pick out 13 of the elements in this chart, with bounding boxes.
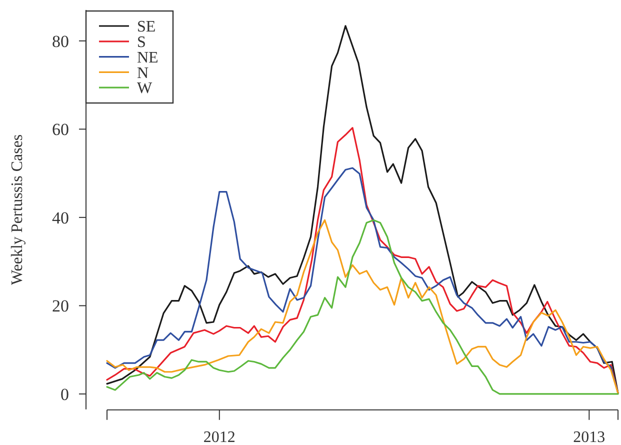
legend-label: NE xyxy=(137,49,158,66)
legend-label: W xyxy=(137,80,153,98)
x-tick-label: 2013 xyxy=(573,428,606,445)
y-tick-label: 20 xyxy=(52,296,69,316)
x-tick-label: 2012 xyxy=(203,428,236,445)
legend-label: SE xyxy=(137,18,156,36)
y-axis-title: Weekly Pertussis Cases xyxy=(9,134,26,286)
legend-label: S xyxy=(137,34,146,51)
y-tick-label: 60 xyxy=(52,120,69,140)
y-tick-label: 40 xyxy=(52,208,69,228)
y-tick-label: 80 xyxy=(52,32,69,51)
legend-label: N xyxy=(137,64,149,82)
y-tick-label: 0 xyxy=(60,384,69,404)
